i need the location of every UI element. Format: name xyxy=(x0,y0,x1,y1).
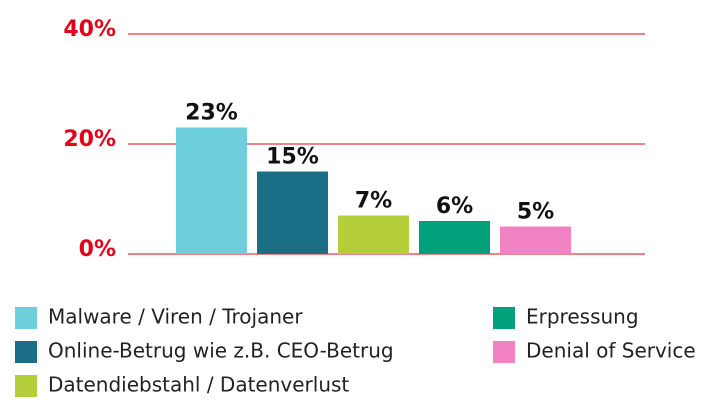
legend-swatch xyxy=(15,307,37,329)
legend-label: Online-Betrug wie z.B. CEO-Betrug xyxy=(48,339,394,363)
bar xyxy=(176,127,247,254)
y-tick-label: 0% xyxy=(79,237,116,262)
legend-label: Datendiebstahl / Datenverlust xyxy=(48,373,349,397)
bar xyxy=(500,226,571,254)
legend-label: Erpressung xyxy=(526,305,639,329)
y-tick-label: 40% xyxy=(63,17,116,42)
value-label: 7% xyxy=(355,189,392,214)
value-label: 5% xyxy=(517,200,554,225)
bar xyxy=(419,221,490,254)
legend-label: Denial of Service xyxy=(526,339,696,363)
y-tick-label: 20% xyxy=(63,127,116,152)
legend-swatch xyxy=(493,307,515,329)
value-label: 23% xyxy=(185,101,238,126)
legend-swatch xyxy=(15,375,37,397)
bar xyxy=(338,215,409,254)
legend-swatch xyxy=(493,341,515,363)
legend-label: Malware / Viren / Trojaner xyxy=(48,305,303,329)
legend-swatch xyxy=(15,341,37,363)
value-label: 15% xyxy=(266,145,319,170)
value-label: 6% xyxy=(436,194,473,219)
bar xyxy=(257,171,328,254)
